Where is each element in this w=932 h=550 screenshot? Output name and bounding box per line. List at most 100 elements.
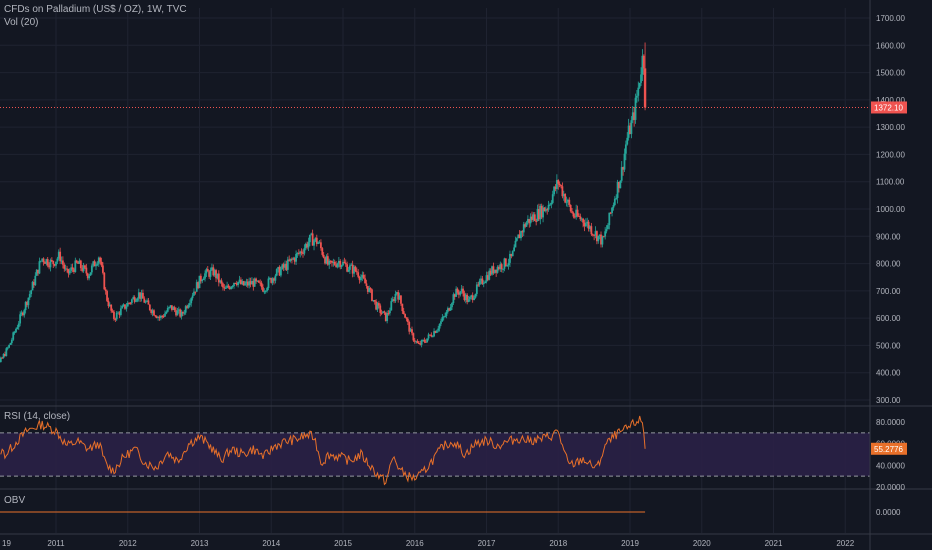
candle-body <box>119 308 122 316</box>
candle-body <box>463 293 466 300</box>
candle-body <box>331 260 333 263</box>
candle-body <box>499 264 502 270</box>
candle-body <box>231 286 234 288</box>
candle-body <box>147 300 150 305</box>
candle-body <box>624 144 627 154</box>
candle-body <box>321 248 324 255</box>
candle-body <box>627 125 630 138</box>
candle-body <box>543 207 546 212</box>
candle-body <box>542 207 544 218</box>
candle-body <box>195 282 198 292</box>
candle-body <box>41 258 44 261</box>
candle-body <box>104 289 107 292</box>
price-candles <box>0 42 870 363</box>
candle-body <box>373 300 376 302</box>
candle-body <box>430 334 433 337</box>
candle-body <box>198 275 201 289</box>
candle-body <box>227 285 230 288</box>
candle-body <box>462 288 464 294</box>
candle-body <box>130 299 133 303</box>
candle-body <box>202 278 205 280</box>
rsi-tick-label: 80.0000 <box>876 418 905 427</box>
candle-body <box>455 288 458 297</box>
candle-body <box>255 278 257 282</box>
candle-body <box>39 260 42 262</box>
candle-body <box>493 269 496 273</box>
candle-body <box>322 254 325 258</box>
candle-body <box>74 260 77 273</box>
candle-body <box>390 301 393 311</box>
candle-body <box>344 263 347 265</box>
candle-body <box>125 306 128 309</box>
candle-body <box>328 260 331 265</box>
candle-body <box>124 304 126 309</box>
candle-body <box>520 231 522 239</box>
candle-body <box>162 316 165 318</box>
candle-body <box>480 278 482 281</box>
candle-body <box>384 312 387 322</box>
candle-body <box>382 311 384 314</box>
candle-body <box>557 180 560 184</box>
candle-body <box>426 338 429 343</box>
price-tick-label: 1700.00 <box>876 14 905 23</box>
candle-body <box>573 216 576 218</box>
candle-body <box>593 234 596 236</box>
candle-body <box>48 265 51 268</box>
candle-body <box>275 269 278 276</box>
candle-body <box>191 295 194 299</box>
candle-body <box>638 82 641 88</box>
candle-body <box>449 307 452 311</box>
candle-body <box>237 281 240 286</box>
candle-body <box>518 234 521 239</box>
candle-body <box>365 283 368 287</box>
candle-body <box>1 357 4 359</box>
candle-body <box>586 221 589 224</box>
candle-body <box>364 278 366 284</box>
candle-body <box>622 167 625 170</box>
candle-body <box>307 242 310 248</box>
candle-body <box>67 269 70 274</box>
candle-body <box>413 340 416 342</box>
candle-body <box>282 264 285 268</box>
candle-body <box>295 253 297 262</box>
candle-body <box>158 316 161 318</box>
candle-body <box>317 242 320 244</box>
time-axis: 19 2011 2012 2013 2014 2015 2016 2017 2018 2019 20… <box>2 539 855 548</box>
candle-body <box>19 314 22 324</box>
price-tick-label: 400.00 <box>876 369 901 378</box>
candle-body <box>495 269 498 273</box>
candle-body <box>171 305 173 310</box>
candle-body <box>458 292 460 295</box>
candle-body <box>415 341 418 343</box>
candle-body <box>440 321 442 324</box>
candle-body <box>224 287 227 289</box>
candle-body <box>303 248 306 254</box>
candle-body <box>383 311 386 313</box>
candle-body <box>550 202 553 205</box>
candle-body <box>339 260 342 267</box>
candle-body <box>28 294 31 298</box>
candle-body <box>253 278 256 287</box>
candle-body <box>567 199 569 202</box>
candle-body <box>503 258 506 269</box>
candle-body <box>5 348 8 356</box>
candle-body <box>108 304 111 307</box>
candle-body <box>27 297 30 306</box>
candle-body <box>618 181 620 189</box>
candle-body <box>355 271 358 273</box>
candle-body <box>544 209 547 212</box>
candle-body <box>347 269 350 272</box>
candle-body <box>424 341 427 343</box>
candle-body <box>451 303 453 308</box>
candle-body <box>401 303 404 312</box>
candle-body <box>99 257 102 262</box>
candle-body <box>420 340 423 345</box>
candle-body <box>44 262 46 264</box>
candle-body <box>278 267 281 276</box>
candle-body <box>358 276 361 281</box>
candle-body <box>154 315 157 317</box>
candle-body <box>291 258 293 260</box>
candle-body <box>564 193 567 203</box>
candle-body <box>184 306 187 313</box>
